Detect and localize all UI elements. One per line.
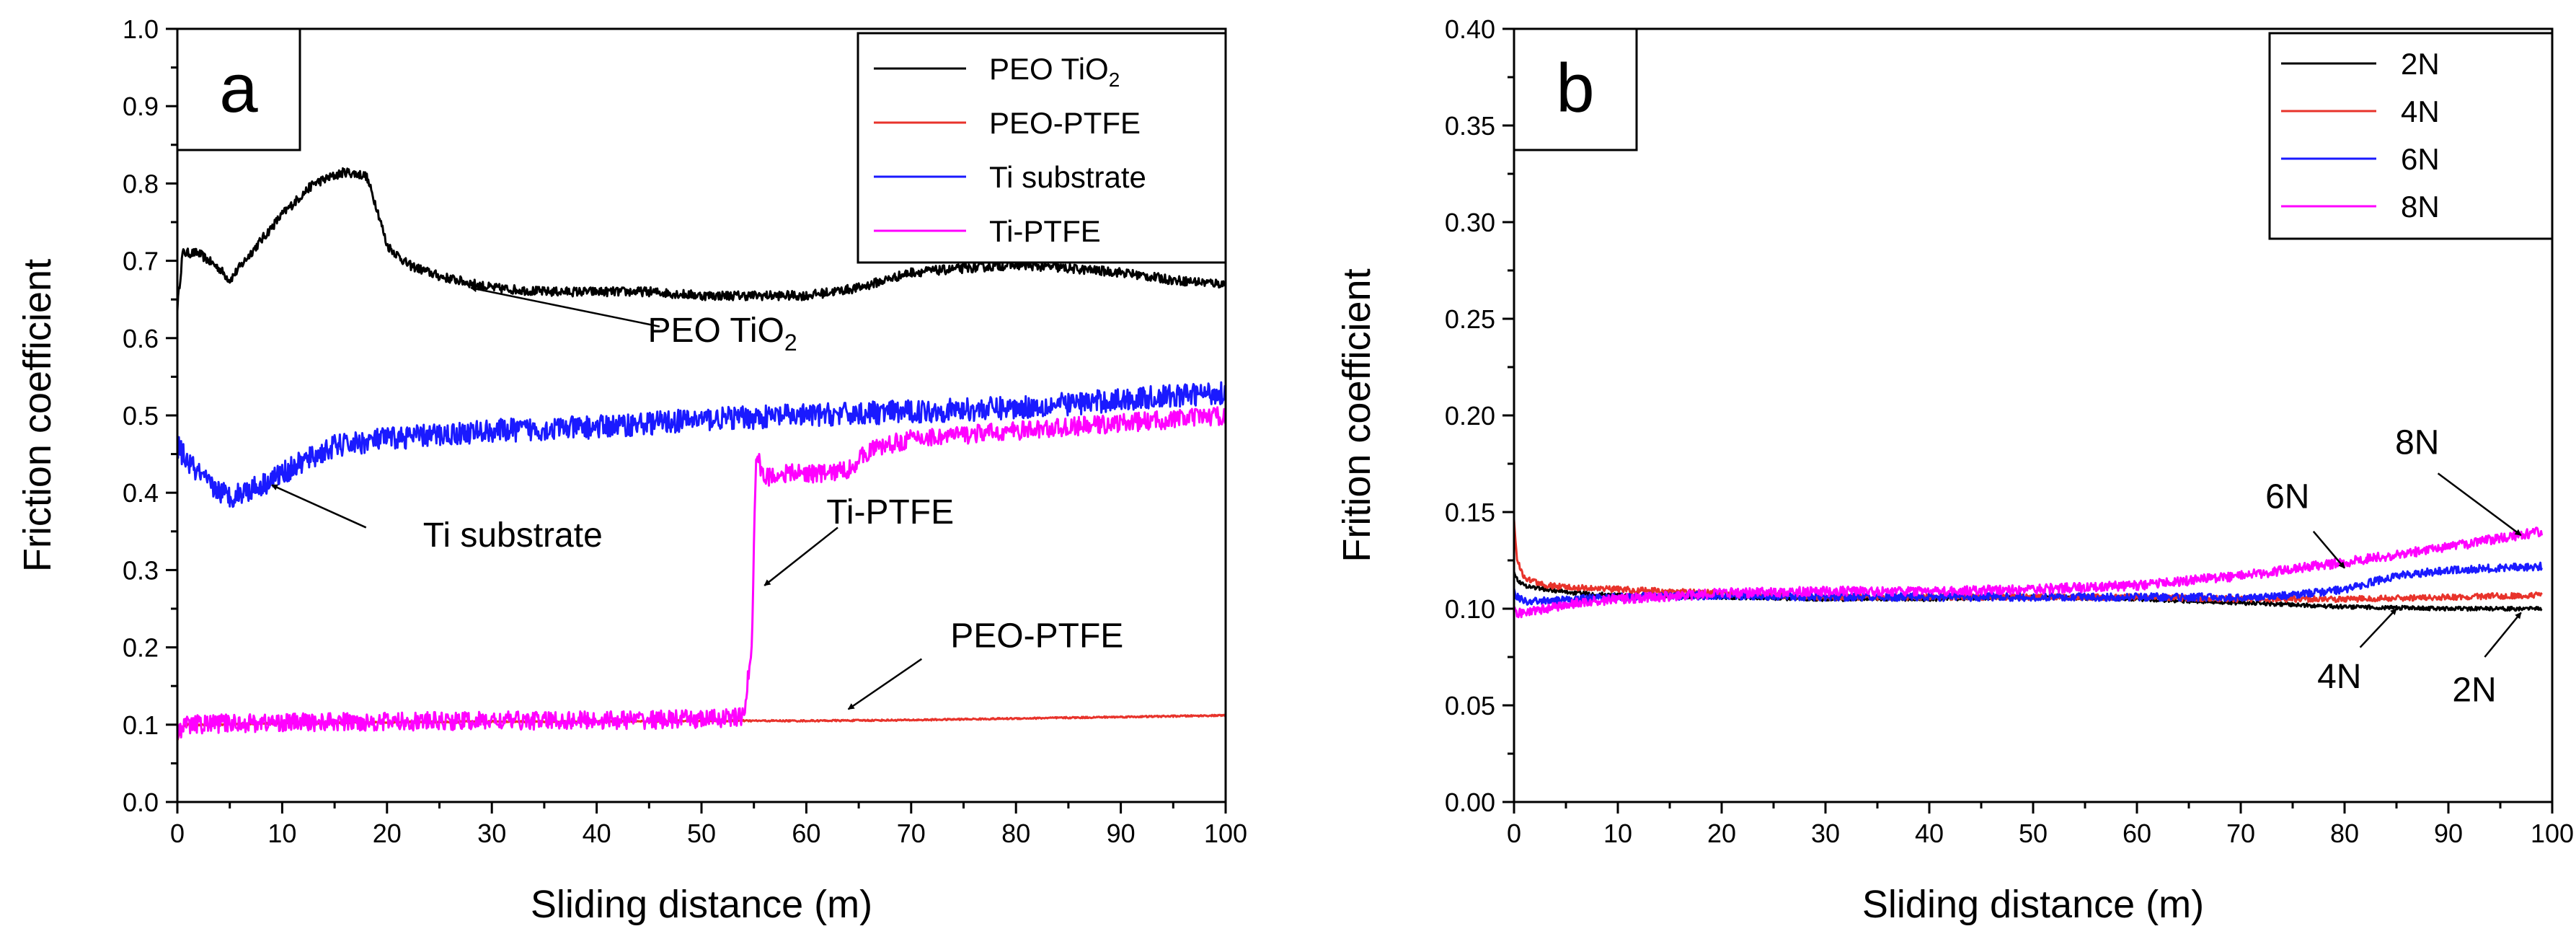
x-tick-label: 60: [2123, 819, 2151, 848]
legend-label: 8N: [2401, 190, 2440, 224]
y-axis-title: Friction coefficient: [16, 259, 59, 572]
series-line-8n: [1513, 526, 2544, 619]
y-tick-label: 0.3: [123, 555, 159, 585]
x-tick-label: 10: [267, 819, 296, 848]
y-axis-title: Frition coefficient: [1335, 268, 1378, 562]
y-tick-label: 0.9: [123, 92, 159, 121]
series-line-4n: [1513, 519, 2543, 604]
x-tick-label: 90: [1107, 819, 1136, 848]
panel-a-chart: 0 10 20 30 40 50 60 70 80 90 100 0.0 0.1 0.2 0.3 0.4 0.5…: [16, 14, 1247, 926]
annotation-arrow: [2484, 612, 2522, 658]
annotation-label: 2N: [2452, 671, 2496, 710]
legend-label: Ti substrate: [989, 160, 1146, 194]
legend-label: 6N: [2401, 142, 2440, 176]
panel-letter: a: [219, 50, 258, 127]
legend-label: Ti-PTFE: [989, 214, 1101, 248]
y-tick-label: 0.30: [1445, 208, 1495, 237]
y-tick-label: 0.0: [123, 788, 159, 817]
panel-letter-box: [176, 27, 301, 151]
x-tick-label: 60: [792, 819, 820, 848]
y-tick-label: 0.8: [123, 169, 159, 198]
legend-label-main: PEO TiO: [989, 52, 1109, 86]
y-tick-label: 0.20: [1445, 401, 1495, 431]
legend-label: PEO-PTFE: [989, 106, 1141, 140]
annotation-label: Ti substrate: [423, 516, 603, 555]
x-tick-label: 80: [1001, 819, 1030, 848]
y-tick-label: 0.40: [1445, 14, 1495, 44]
x-tick-label: 0: [1507, 819, 1521, 848]
annotation-arrow: [847, 658, 923, 710]
y-tick-label: 0.25: [1445, 304, 1495, 334]
panel-b-chart: 0 10 20 30 40 50 60 70 80 90 100 0.00 0.05 0.10 0.15 0.…: [1335, 14, 2574, 926]
annotation-arrow: [2437, 472, 2522, 537]
x-tick-label: 40: [583, 819, 611, 848]
series-line-ti-substrate: [176, 381, 1227, 508]
annotation-label: PEO-PTFE: [950, 617, 1123, 656]
y-tick-label: 0.6: [123, 324, 159, 353]
series-line-ti-ptfe: [176, 406, 1227, 739]
y-tick-label: 0.05: [1445, 691, 1495, 720]
y-tick-label: 1.0: [123, 14, 159, 44]
x-tick-label: 100: [2531, 819, 2574, 848]
annotation-label: 8N: [2395, 424, 2439, 462]
legend-label: 2N: [2401, 47, 2440, 81]
legend-box: [2268, 32, 2554, 240]
y-tick-label: 0.4: [123, 478, 159, 508]
y-tick-label: 0.15: [1445, 498, 1495, 527]
annotation-label: 4N: [2317, 658, 2361, 696]
x-axis-title: Sliding distance (m): [531, 883, 872, 926]
legend-label: PEO TiO2: [989, 52, 1120, 91]
annotation-arrow: [2359, 608, 2397, 648]
annotation-label: Ti-PTFE: [826, 493, 954, 532]
x-tick-label: 90: [2434, 819, 2463, 848]
x-tick-label: 70: [897, 819, 926, 848]
x-tick-label: 50: [2019, 819, 2048, 848]
y-tick-label: 0.35: [1445, 111, 1495, 141]
x-tick-label: 80: [2330, 819, 2359, 848]
legend-label-subscript: 2: [1109, 69, 1120, 91]
x-axis-title: Sliding distance (m): [1862, 883, 2204, 926]
annotation-label: 6N: [2265, 478, 2309, 516]
y-tick-label: 0.2: [123, 633, 159, 663]
annotation-arrow: [470, 286, 660, 327]
panel-letter: b: [1556, 50, 1594, 127]
x-tick-label: 30: [477, 819, 506, 848]
x-tick-label: 40: [1915, 819, 1944, 848]
y-tick-label: 0.5: [123, 401, 159, 431]
annotation-arrow: [763, 526, 838, 586]
x-tick-label: 10: [1603, 819, 1632, 848]
x-tick-label: 20: [1707, 819, 1736, 848]
annotation-label-main: PEO TiO: [647, 312, 784, 350]
annotation-label-subscript: 2: [784, 330, 797, 356]
x-tick-label: 70: [2226, 819, 2255, 848]
y-tick-label: 0.1: [123, 710, 159, 740]
annotation-label: PEO TiO2: [647, 312, 797, 356]
annotation-arrow: [271, 484, 367, 529]
panel-letter-box: [1513, 27, 1638, 151]
annotation-arrow: [2312, 530, 2345, 569]
x-tick-label: 100: [1204, 819, 1247, 848]
x-tick-label: 30: [1811, 819, 1840, 848]
y-tick-label: 0.10: [1445, 594, 1495, 624]
series-line-peo-tio2: [176, 167, 1227, 312]
x-tick-label: 0: [170, 819, 185, 848]
legend-box: [857, 32, 1227, 264]
legend-label: 4N: [2401, 94, 2440, 128]
y-tick-label: 0.7: [123, 247, 159, 276]
x-tick-label: 20: [373, 819, 402, 848]
y-tick-label: 0.00: [1445, 788, 1495, 817]
x-tick-label: 50: [687, 819, 716, 848]
